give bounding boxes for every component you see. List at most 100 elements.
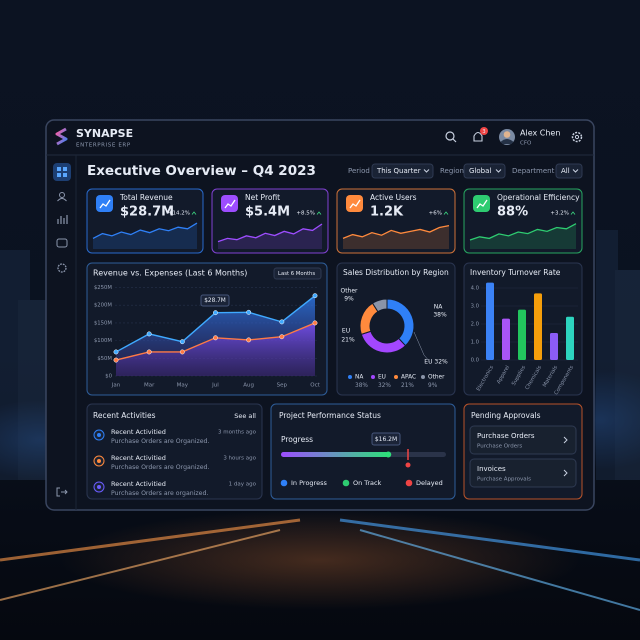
- kpi-change: +3.2%: [550, 211, 569, 217]
- brand-name: SYNAPSE: [76, 127, 133, 140]
- legend-swatch: [371, 375, 375, 379]
- bar: [534, 293, 542, 360]
- kpi-card: [86, 188, 204, 254]
- kpi-change: +8.5%: [296, 211, 315, 217]
- see-all-link[interactable]: See all: [234, 412, 256, 420]
- x-tick-label: Jan: [111, 383, 121, 389]
- callout-leader: [413, 331, 431, 363]
- dropdown-caret: [423, 169, 430, 173]
- approval-item[interactable]: [469, 425, 577, 455]
- data-point: [279, 334, 285, 340]
- kpi-icon: [96, 195, 113, 212]
- filter-value: Global: [469, 167, 491, 175]
- avatar[interactable]: [499, 129, 515, 145]
- nav-messages[interactable]: [56, 238, 68, 248]
- approval-item[interactable]: [469, 458, 577, 488]
- kpi-value: 1.2K: [370, 205, 404, 220]
- y-tick-label: $100M: [94, 338, 112, 344]
- nav-settings[interactable]: [57, 263, 67, 273]
- user-name: Alex Chen: [520, 129, 560, 138]
- kpi-title: Operational Efficiency: [497, 193, 580, 202]
- activity-icon-dot: [97, 485, 101, 489]
- nav-reports[interactable]: [57, 215, 68, 224]
- bar: [518, 309, 526, 360]
- settings-button[interactable]: [571, 131, 583, 143]
- kpi-icon: [473, 195, 490, 212]
- kpi-value: $28.7M: [120, 205, 174, 220]
- nav-users[interactable]: [57, 192, 67, 202]
- filter-dropdown[interactable]: [371, 163, 434, 179]
- legend-label: In Progress: [291, 479, 327, 487]
- kpi-sparkline: [217, 223, 323, 243]
- nav-logout[interactable]: [56, 487, 68, 497]
- notifications-button[interactable]: [473, 127, 488, 142]
- legend-label: Delayed: [416, 479, 443, 487]
- y-tick-label: 3.0: [471, 304, 480, 310]
- progress-tooltip-text: $16.2M: [375, 436, 397, 443]
- legend-value: 21%: [401, 383, 414, 389]
- pie-callout: 38%: [433, 312, 447, 319]
- kpi-change: +6%: [429, 211, 442, 217]
- notification-badge: 3: [482, 129, 485, 135]
- kpi-title: Net Profit: [245, 193, 280, 202]
- legend-swatch: [394, 375, 398, 379]
- kpi-icon: [346, 195, 363, 212]
- progress-label: Progress: [281, 435, 313, 444]
- pie-slice: [371, 298, 388, 313]
- chevron: [563, 469, 568, 477]
- data-point: [312, 293, 318, 299]
- legend-label: On Track: [353, 479, 382, 487]
- y-tick-label: $50M: [97, 356, 112, 362]
- bar: [486, 282, 494, 360]
- filter-label: Department: [512, 167, 555, 175]
- data-point: [213, 310, 218, 316]
- bar: [566, 316, 574, 360]
- legend-value: 32%: [378, 383, 391, 389]
- approval-title: Invoices: [477, 465, 506, 473]
- activity-icon-dot: [97, 433, 101, 437]
- section-title: Pending Approvals: [471, 411, 541, 420]
- activity-icon-dot: [97, 459, 101, 463]
- kpi-change-arrow: [570, 211, 576, 215]
- kpi-sparkline-area: [343, 225, 449, 249]
- progress-fill: [281, 452, 389, 457]
- data-point: [246, 309, 252, 315]
- y-tick-label: 4.0: [471, 286, 480, 292]
- filter-dropdown[interactable]: [463, 163, 506, 179]
- kpi-sparkline: [92, 222, 198, 239]
- brand-tagline: ENTERPRISE ERP: [76, 143, 131, 149]
- kpi-change-arrow: [443, 211, 449, 215]
- kpi-icon: [221, 195, 238, 212]
- nav-dashboard[interactable]: [53, 163, 71, 181]
- filter-value: This Quarter: [376, 167, 421, 175]
- legend-label: Other: [428, 375, 445, 381]
- activity-title: Recent Activitied: [111, 480, 166, 488]
- filter-dropdown[interactable]: [555, 163, 583, 179]
- legend-label: EU: [378, 375, 386, 381]
- y-tick-label: $250M: [94, 285, 112, 291]
- filter-value: All: [561, 167, 570, 175]
- kpi-sparkline: [469, 223, 577, 241]
- progress-tooltip: [371, 432, 401, 446]
- data-point: [146, 331, 152, 337]
- legend-swatch: [421, 375, 425, 379]
- data-point: [312, 320, 318, 326]
- legend-swatch: [405, 479, 413, 487]
- legend-swatch: [342, 479, 350, 487]
- data-point: [179, 349, 185, 355]
- search-button[interactable]: [445, 131, 457, 143]
- range-dropdown[interactable]: [273, 267, 322, 280]
- dropdown-caret: [572, 169, 579, 173]
- dropdown-caret: [495, 169, 502, 173]
- y-tick-label: 2.0: [471, 322, 480, 328]
- user-role: CFO: [520, 141, 532, 147]
- x-tick-label: Mar: [144, 383, 155, 389]
- kpi-title: Active Users: [370, 193, 417, 202]
- y-tick-label: 1.0: [471, 340, 480, 346]
- range-label: Last 6 Months: [278, 271, 315, 277]
- legend-label: APAC: [401, 375, 416, 381]
- data-point: [113, 349, 119, 355]
- delay-marker-dot: [405, 462, 411, 468]
- data-point: [213, 335, 218, 341]
